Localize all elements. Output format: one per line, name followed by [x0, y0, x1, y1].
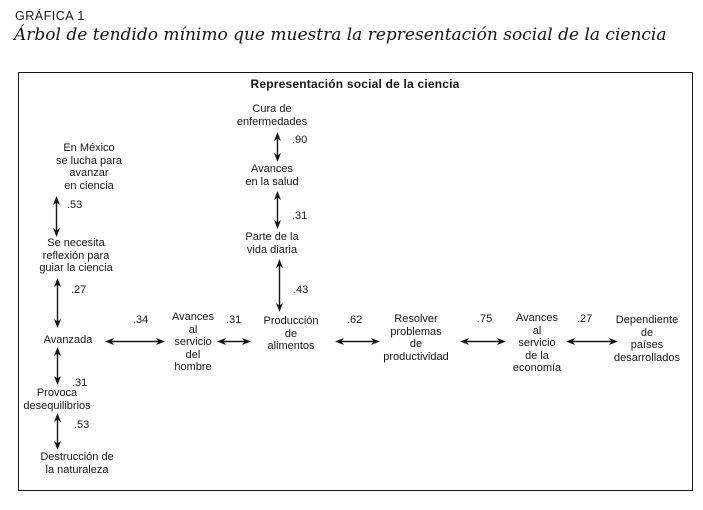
node-avanzada: Avanzada: [43, 334, 93, 346]
arrow-economia-dependiente: [566, 338, 618, 345]
node-avances-en-la-salud: Avances en la salud: [245, 163, 299, 188]
arrow-necesita-avanzada: [54, 278, 61, 328]
edge-weight-vida-produccion: .43: [293, 284, 309, 296]
arrow-salud-vida: [274, 191, 281, 229]
arrow-vida-produccion: [276, 259, 283, 312]
node-produccion-de-alimentos: Producción de alimentos: [263, 315, 319, 352]
node-se-necesita-reflexion: Se necesita reflexión para guiar la cien…: [39, 237, 113, 274]
arrow-avanzada-provoca: [54, 347, 61, 385]
edge-weight-salud-vida: .31: [292, 210, 308, 222]
edge-weight-provoca-destruccion: .53: [74, 419, 90, 431]
arrow-mexico-necesita: [53, 196, 60, 237]
edge-weight-mexico-necesita: .53: [67, 199, 83, 211]
figure-kicker: GRÁFICA 1: [15, 9, 85, 23]
diagram-box-title: Representación social de la ciencia: [250, 77, 460, 91]
diagram-frame: [18, 72, 693, 491]
node-avances-al-servicio-del-hombre: Avances al servicio del hombre: [172, 311, 214, 373]
node-avances-al-servicio-de-la-economia: Avances al servicio de la economía: [512, 312, 562, 374]
arrow-cura-salud: [274, 132, 281, 162]
edge-weight-resolver-economia: .75: [477, 313, 493, 325]
node-destruccion-de-la-naturaleza: Destrucción de la naturaleza: [40, 451, 114, 476]
edge-weight-economia-dependiente: .27: [577, 313, 593, 325]
edge-weight-cura-salud: .90: [292, 134, 308, 146]
figure-title: Árbol de tendido mínimo que muestra la r…: [14, 25, 667, 45]
node-parte-de-la-vida-diaria: Parte de la vida diaria: [245, 231, 299, 256]
arrow-hombre-produccion: [217, 338, 251, 345]
arrow-produccion-resolver: [335, 338, 380, 345]
node-dependiente-de-paises-desarrollados: Dependiente de países desarrollados: [613, 314, 681, 364]
node-en-mexico-se-lucha: En México se lucha para avanzar en cienc…: [55, 142, 123, 192]
arrow-provoca-destruccion: [54, 413, 61, 450]
edge-weight-necesita-avanzada: .27: [71, 284, 87, 296]
arrow-resolver-economia: [460, 338, 506, 345]
edge-weight-hombre-produccion: .31: [226, 314, 242, 326]
node-resolver-problemas-de-productividad: Resolver problemas de productividad: [383, 313, 449, 363]
edge-weight-avanzada-hombre: .34: [133, 314, 149, 326]
node-cura-de-enfermedades: Cura de enfermedades: [236, 103, 308, 128]
node-provoca-desequilibrios: Provoca desequilibrios: [23, 387, 91, 412]
arrow-avanzada-hombre: [105, 338, 165, 345]
edge-weight-produccion-resolver: .62: [347, 314, 363, 326]
edge-weight-avanzada-provoca: .31: [72, 377, 88, 389]
